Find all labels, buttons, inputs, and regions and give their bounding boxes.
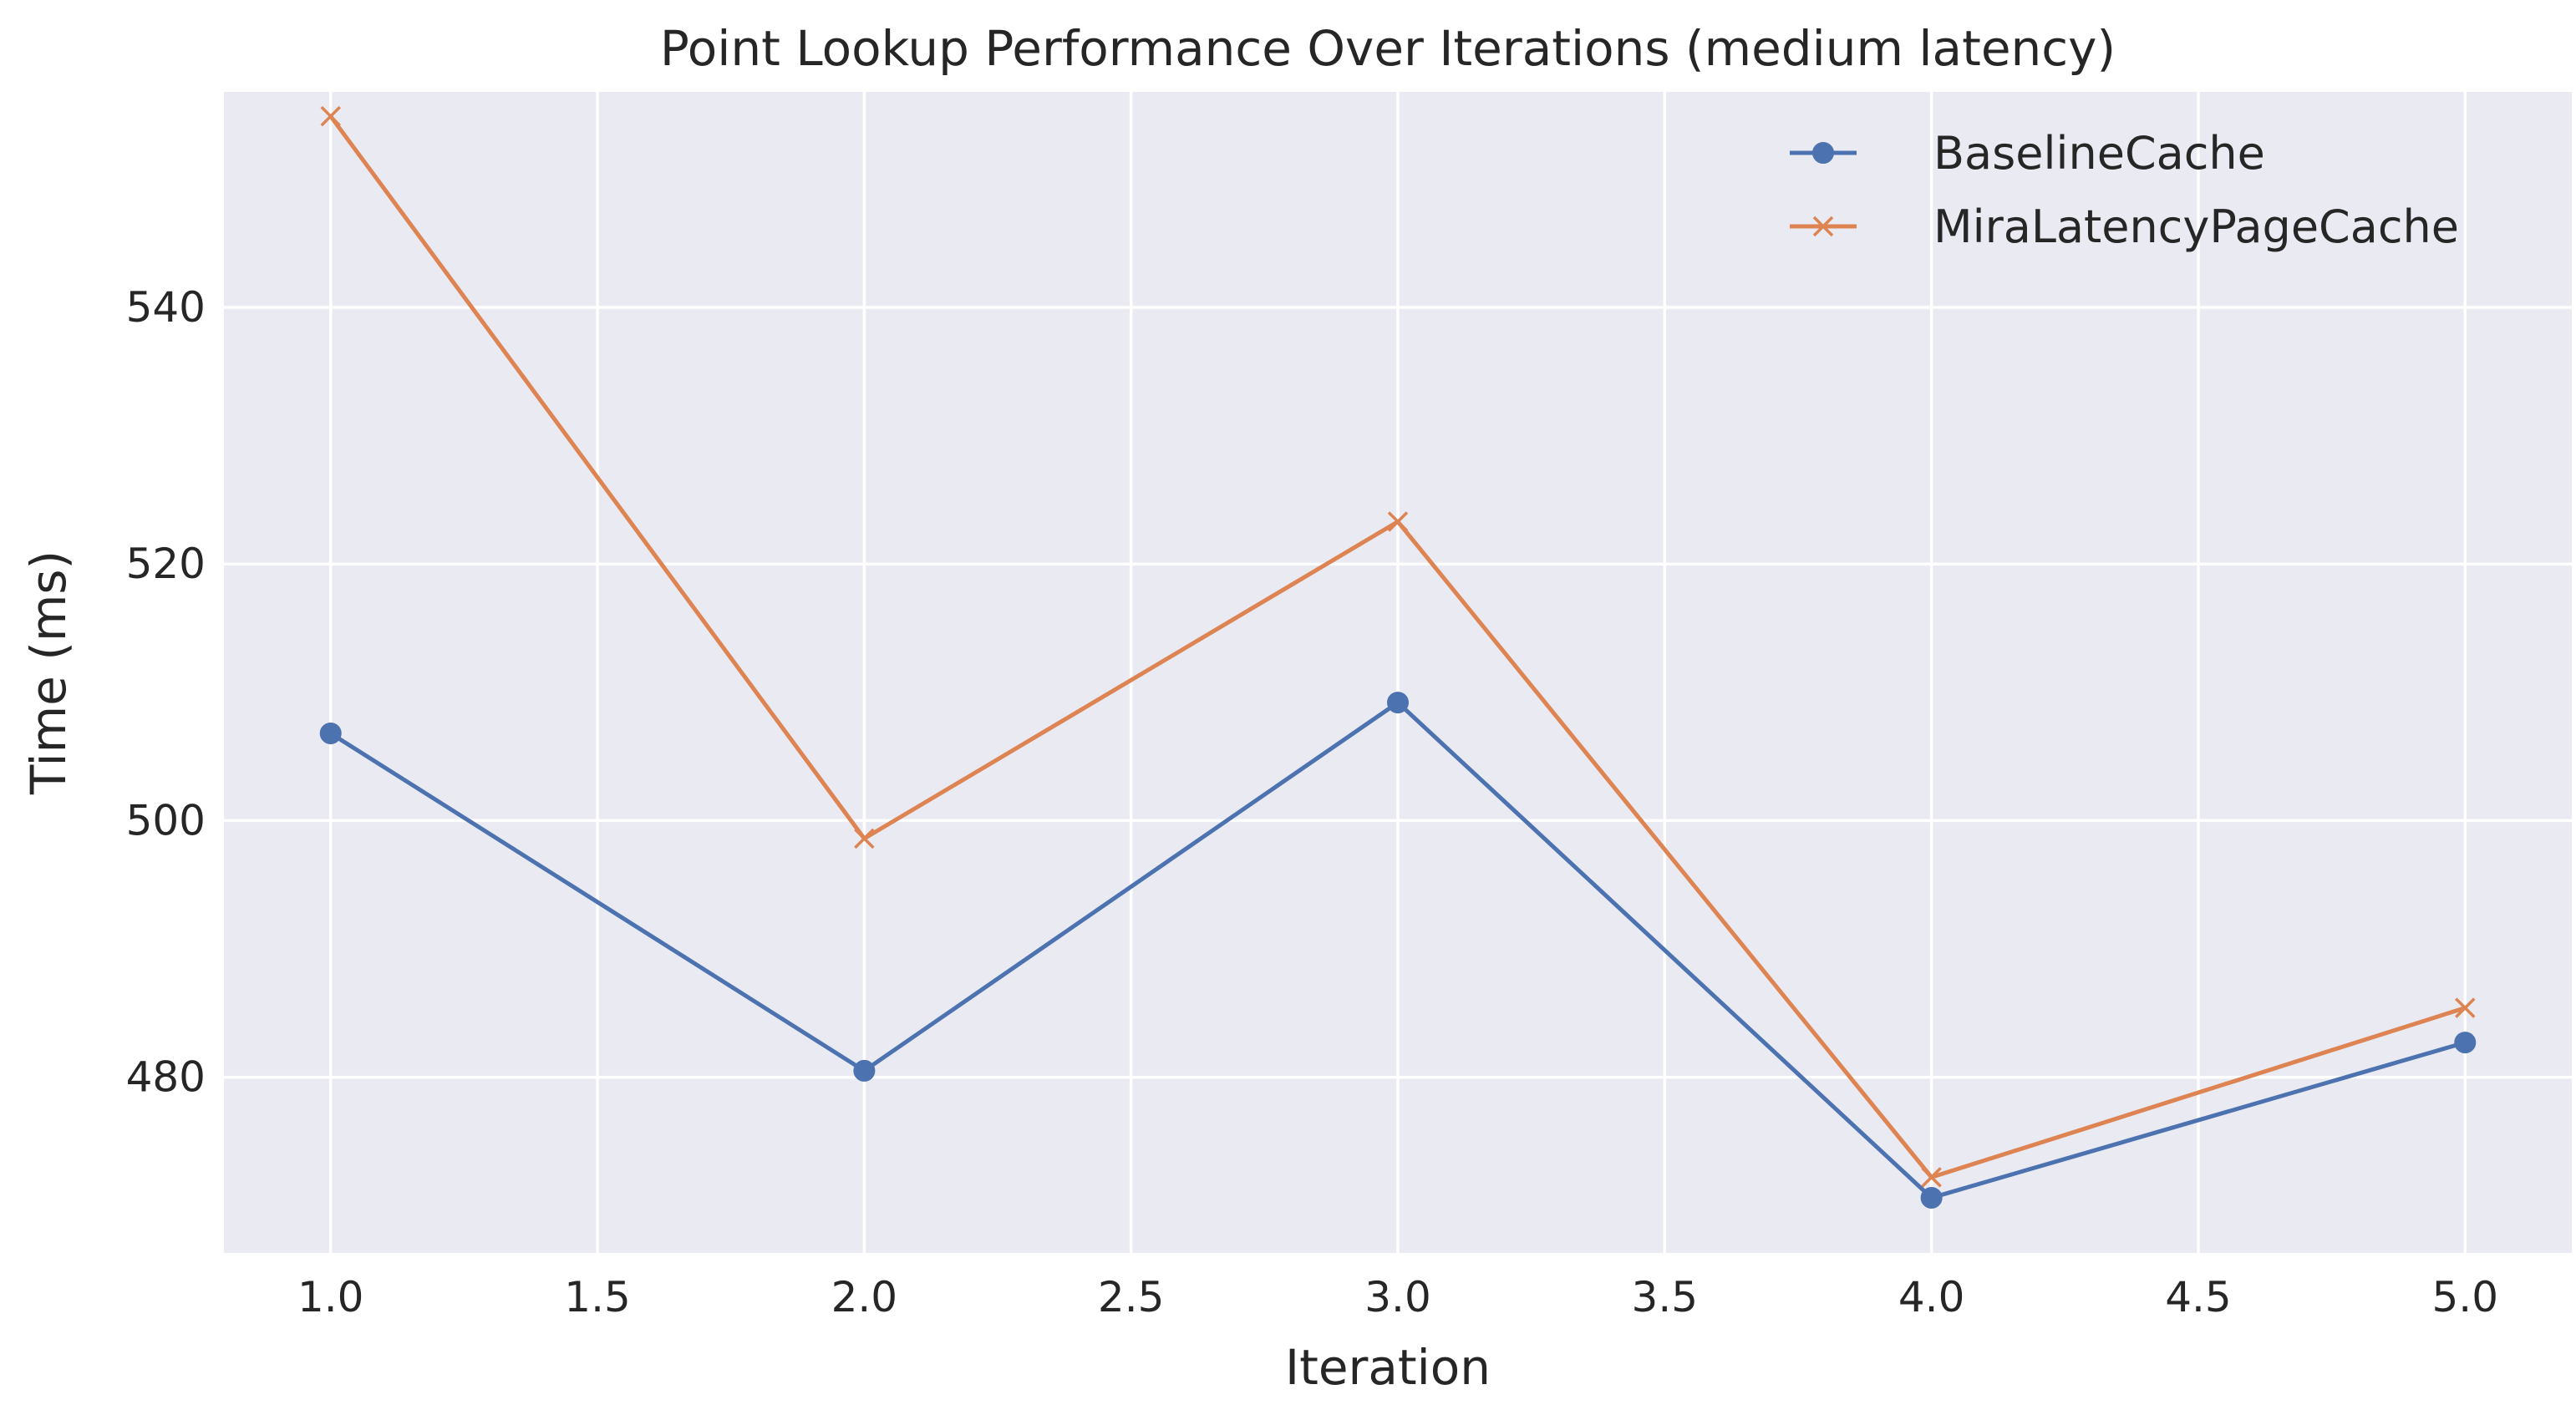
x-tick-label: 4.0 [1898, 1273, 1965, 1321]
x-axis-label: Iteration [1285, 1339, 1491, 1396]
series-2 [320, 105, 2476, 1188]
legend-marker [1812, 142, 1834, 164]
chart-title: Point Lookup Performance Over Iterations… [660, 20, 2116, 77]
data-point [2455, 997, 2476, 1018]
x-tick-label: 4.5 [2165, 1273, 2232, 1321]
x-tick-label: 2.5 [1098, 1273, 1165, 1321]
data-point [1387, 692, 1409, 714]
y-axis-ticks: 480 500 520 540 [126, 283, 206, 1102]
y-axis-label: Time (ms) [20, 550, 77, 795]
x-tick-label: 5.0 [2432, 1273, 2499, 1321]
y-tick-label: 520 [126, 540, 206, 588]
data-point [2454, 1032, 2477, 1054]
legend-label: MiraLatencyPageCache [1933, 200, 2459, 253]
legend-item: BaselineCache [1790, 127, 2265, 180]
grid-lines [224, 92, 2572, 1253]
y-tick-label: 540 [126, 283, 206, 332]
data-point [320, 105, 341, 127]
x-tick-label: 3.0 [1364, 1273, 1431, 1321]
legend-marker [1812, 216, 1834, 237]
x-tick-label: 2.0 [831, 1273, 898, 1321]
x-tick-label: 1.0 [297, 1273, 364, 1321]
x-axis-ticks: 1.0 1.5 2.0 2.5 3.0 3.5 4.0 4.5 5.0 [297, 1273, 2498, 1321]
y-tick-label: 480 [126, 1053, 206, 1102]
data-point [1921, 1167, 1942, 1188]
data-point [853, 1059, 876, 1082]
series-layer [319, 105, 2477, 1209]
data-point [319, 722, 342, 744]
data-point [1387, 511, 1409, 532]
data-point [854, 828, 875, 849]
x-tick-label: 3.5 [1632, 1273, 1699, 1321]
x-tick-label: 1.5 [564, 1273, 631, 1321]
y-tick-label: 500 [126, 796, 206, 844]
data-point [1920, 1186, 1943, 1209]
legend-item: MiraLatencyPageCache [1790, 200, 2459, 253]
legend-label: BaselineCache [1933, 127, 2265, 180]
series-1 [319, 692, 2477, 1209]
legend: BaselineCache MiraLatencyPageCache [1790, 127, 2459, 253]
